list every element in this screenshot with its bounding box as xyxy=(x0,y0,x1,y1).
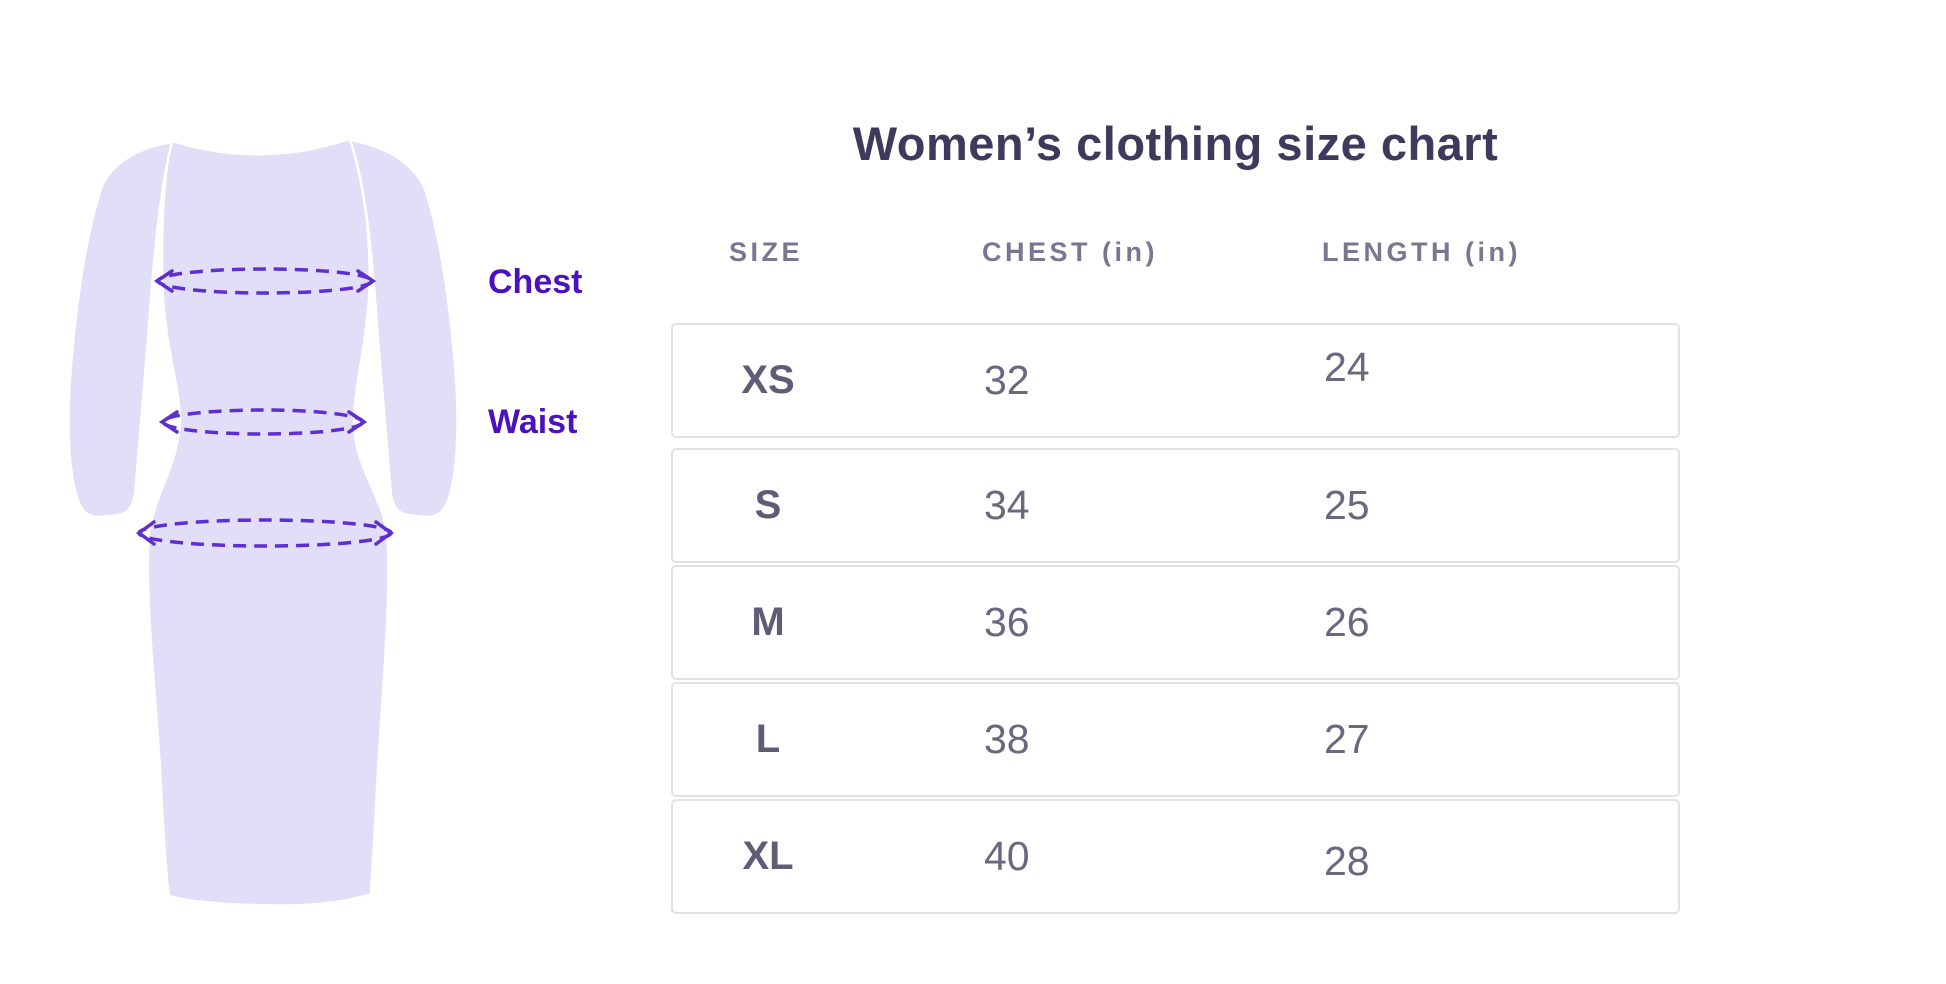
column-header-chest: CHEST (in) xyxy=(982,236,1158,267)
length-value-cell: 25 xyxy=(1324,482,1370,528)
size-cell: XS xyxy=(741,358,795,402)
size-cell: M xyxy=(751,600,785,644)
length-value-cell: 26 xyxy=(1324,599,1370,645)
size-table-body: XS 32 24 S 34 25 M 36 26 L 38 27 XL xyxy=(671,323,1680,916)
chest-measure-arrows xyxy=(153,269,377,293)
dress-illustration xyxy=(67,138,459,905)
size-cell: XL xyxy=(742,834,794,878)
chest-value-cell: 36 xyxy=(984,599,1030,645)
length-value-cell: 24 xyxy=(1324,344,1370,390)
table-row: XS 32 24 xyxy=(671,323,1680,438)
table-row: S 34 25 xyxy=(671,448,1680,563)
column-header-length: LENGTH (in) xyxy=(1322,236,1521,267)
column-header-size: SIZE xyxy=(728,236,803,267)
hip-measure-arrows xyxy=(136,520,394,546)
length-value-cell: 28 xyxy=(1324,838,1370,884)
dress-sleeve-left xyxy=(67,140,174,519)
page-title: Women’s clothing size chart xyxy=(852,117,1499,170)
waist-label: Waist xyxy=(488,403,578,441)
dress-body xyxy=(149,140,388,905)
chest-value-cell: 34 xyxy=(984,482,1030,528)
waist-measure-arrows xyxy=(158,410,368,434)
chest-value-cell: 40 xyxy=(984,833,1030,879)
table-row: XL 40 28 xyxy=(671,799,1680,914)
table-row: M 36 26 xyxy=(671,565,1680,680)
size-cell: S xyxy=(754,483,782,527)
chest-value-cell: 38 xyxy=(984,716,1030,762)
length-value-cell: 27 xyxy=(1324,716,1370,762)
dress-sleeve-right xyxy=(348,138,459,519)
chest-value-cell: 32 xyxy=(984,357,1030,403)
size-cell: L xyxy=(755,717,781,761)
table-header-row: SIZE CHEST (in) LENGTH (in) xyxy=(671,230,1680,274)
chest-label: Chest xyxy=(488,263,583,301)
table-row: L 38 27 xyxy=(671,682,1680,797)
